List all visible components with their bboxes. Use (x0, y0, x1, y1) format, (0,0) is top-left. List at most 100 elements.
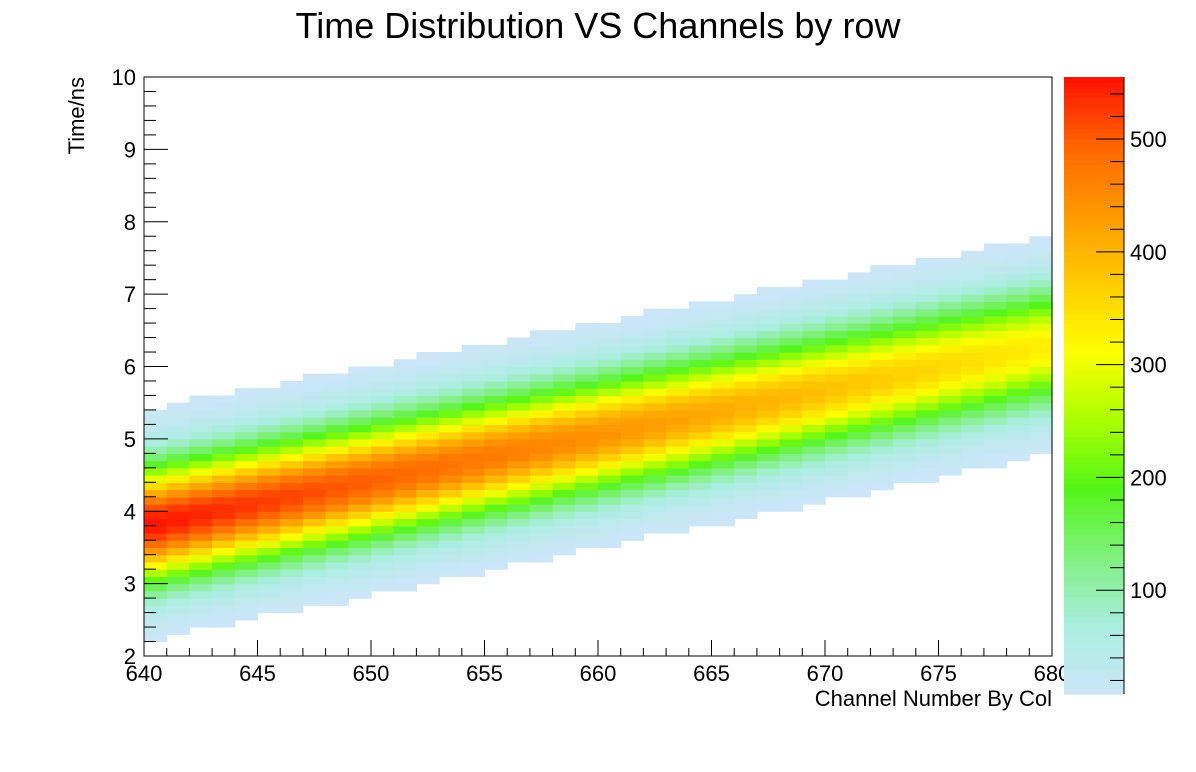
heatmap-cell (507, 402, 531, 411)
heatmap-cell (439, 482, 463, 491)
heatmap-cell (620, 431, 644, 440)
heatmap-cell (620, 467, 644, 476)
heatmap-cell (280, 380, 304, 389)
heatmap-cell (598, 446, 622, 454)
heatmap-cell (756, 286, 781, 295)
heatmap-cell (779, 344, 803, 353)
heatmap-cell (802, 388, 826, 397)
heatmap-cell (870, 286, 894, 295)
heatmap-cell (257, 402, 281, 411)
colorbar-segment (1064, 683, 1124, 690)
heatmap-cell (983, 460, 1008, 469)
heatmap-cell (620, 446, 644, 454)
heatmap-cell (439, 409, 463, 418)
heatmap-cell (166, 446, 190, 454)
heatmap-cell (234, 417, 259, 425)
heatmap-cell (302, 482, 327, 491)
heatmap-cell (802, 294, 826, 302)
heatmap-cell (416, 438, 440, 447)
heatmap-cell (802, 460, 826, 469)
heatmap-cell (847, 431, 871, 440)
heatmap-cell (620, 395, 644, 404)
heatmap-cell (212, 482, 236, 491)
heatmap-cell (416, 373, 440, 382)
heatmap-cell (439, 504, 463, 512)
colorbar-segment (1064, 524, 1124, 531)
heatmap-cell (756, 323, 781, 331)
heatmap-cell (643, 518, 667, 527)
heatmap-cell (847, 323, 871, 331)
heatmap-cell (870, 446, 894, 454)
heatmap-cell (371, 547, 395, 556)
colorbar-segment (1064, 148, 1124, 155)
heatmap-cell (302, 424, 327, 433)
heatmap-cell (144, 431, 168, 440)
heatmap-cell (938, 438, 962, 447)
heatmap-cell (1029, 388, 1053, 397)
heatmap-cell (893, 294, 917, 302)
heatmap-cell (1006, 446, 1030, 454)
heatmap-cell (166, 409, 190, 418)
heatmap-cell (688, 402, 713, 411)
heatmap-cell (620, 525, 644, 534)
heatmap-cell (461, 424, 486, 433)
heatmap-cell (870, 337, 894, 346)
heatmap-cell (234, 438, 259, 447)
heatmap-cell (484, 352, 508, 360)
heatmap-cell (870, 323, 894, 331)
heatmap-cell (870, 294, 894, 302)
heatmap-cell (598, 380, 622, 389)
colorbar-segment (1064, 591, 1124, 597)
heatmap-cell (393, 583, 417, 592)
heatmap-cell (620, 460, 644, 469)
heatmap-cell (983, 431, 1008, 440)
heatmap-cell (234, 402, 259, 411)
color-scale-bar: 100 200 300 400 500 (1064, 77, 1167, 695)
heatmap-cell (938, 337, 962, 346)
heatmap-cell (598, 532, 622, 541)
heatmap-cell (393, 532, 417, 541)
heatmap-cell (189, 402, 213, 411)
heatmap-cell (847, 482, 871, 491)
heatmap-cell (711, 431, 735, 440)
heatmap-cell (870, 272, 894, 281)
colorbar-segment (1064, 354, 1124, 361)
heatmap-cell (1006, 294, 1030, 302)
heatmap-cell (688, 366, 713, 375)
heatmap-cell (1006, 402, 1030, 411)
heatmap-cell (825, 323, 849, 331)
heatmap-cell (552, 409, 576, 418)
heatmap-cell (575, 540, 599, 549)
heatmap-cell (189, 561, 213, 570)
heatmap-cell (439, 388, 463, 397)
heatmap-cell (711, 504, 735, 512)
heatmap-cell (938, 460, 962, 469)
heatmap-cell (484, 561, 508, 570)
heatmap-cell (847, 279, 871, 288)
heatmap-cell (734, 301, 758, 310)
heatmap-cell (734, 323, 758, 331)
heatmap-cell (915, 417, 940, 425)
heatmap-cell (961, 438, 985, 447)
heatmap-cell (756, 424, 781, 433)
heatmap-cell (620, 315, 644, 324)
colorbar-tick-label: 300 (1130, 353, 1167, 378)
heatmap-cell (393, 359, 417, 368)
colorbar-segment (1064, 97, 1124, 104)
heatmap-cell (961, 388, 985, 397)
heatmap-cell (915, 431, 940, 440)
heatmap-cell (257, 576, 281, 585)
heatmap-cell (529, 352, 554, 360)
heatmap-cell (325, 460, 349, 469)
heatmap-cell (688, 395, 713, 404)
heatmap-cell (847, 395, 871, 404)
heatmap-cell (870, 409, 894, 418)
heatmap-cell (734, 453, 758, 462)
heatmap-cell (302, 511, 327, 520)
heatmap-cell (961, 380, 985, 389)
heatmap-cell (371, 540, 395, 549)
heatmap-cell (144, 424, 168, 433)
heatmap-cell (711, 409, 735, 418)
heatmap-cell (280, 409, 304, 418)
heatmap-cell (847, 409, 871, 418)
